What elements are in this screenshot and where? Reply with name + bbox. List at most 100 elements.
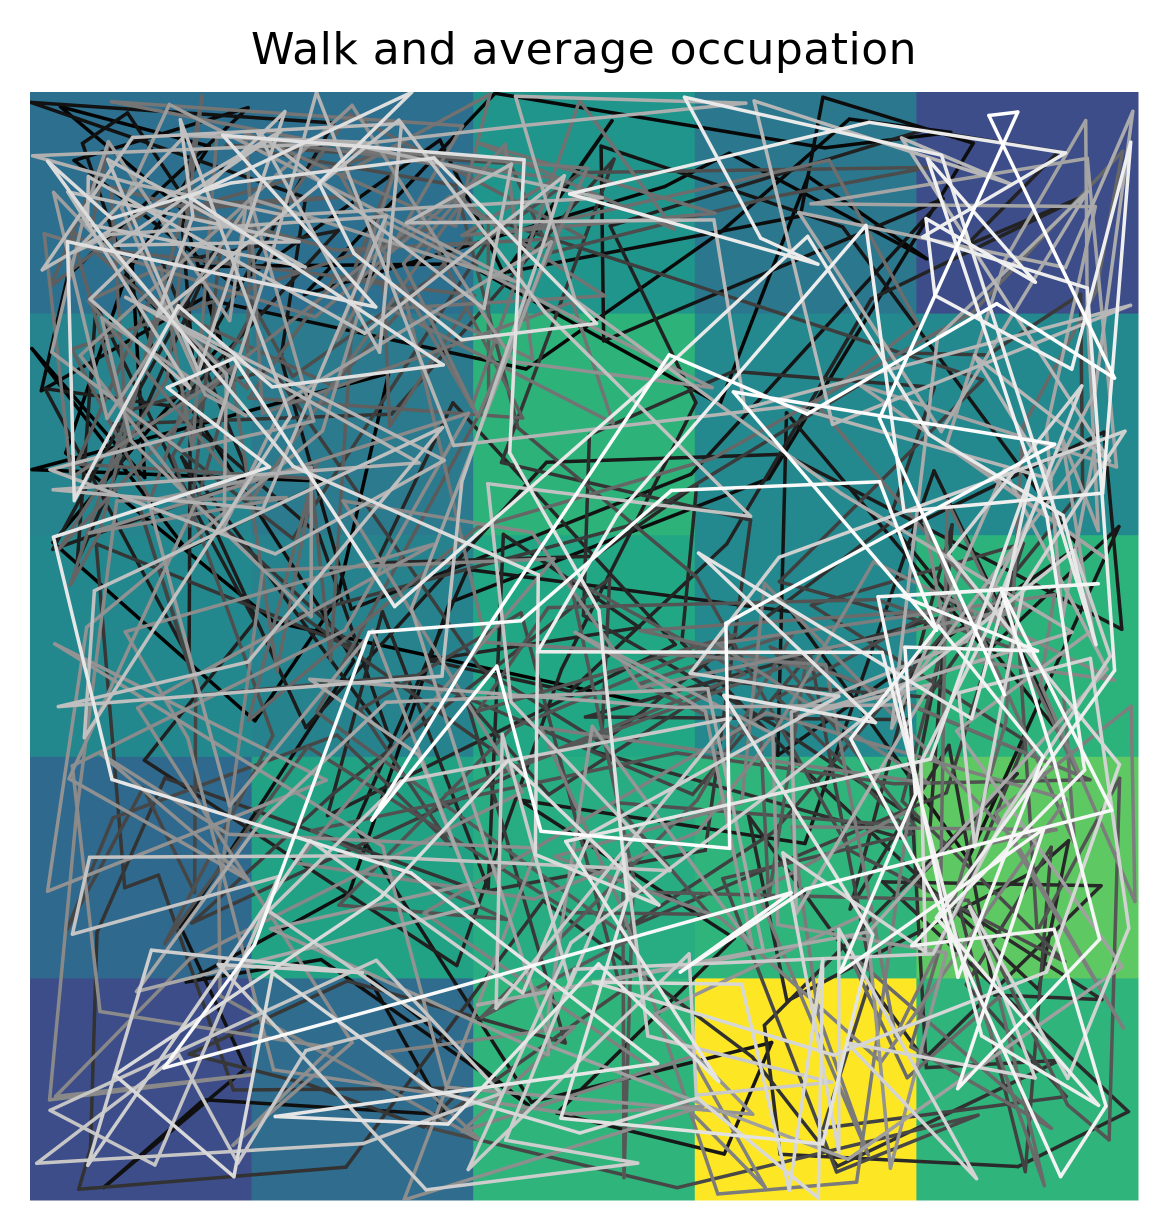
walk-segment	[507, 157, 526, 455]
walk-segment	[798, 95, 825, 218]
walk-segment	[53, 957, 192, 1099]
walk-segment	[743, 303, 1133, 411]
walk-segment	[889, 335, 940, 730]
walk-segment	[432, 156, 599, 326]
walk-segment	[352, 251, 464, 342]
walk-segment	[503, 1138, 640, 1165]
walk-segment	[305, 745, 574, 915]
walk-segment	[925, 157, 1038, 284]
walk-segment	[308, 677, 421, 757]
walk-segment	[348, 112, 586, 240]
walk-segment	[731, 390, 939, 632]
walk-segment	[45, 778, 329, 893]
walk-segment	[924, 216, 937, 298]
walk-segment	[380, 609, 490, 890]
walk-segment	[567, 576, 636, 878]
walk-segment	[589, 748, 906, 841]
walk-segment	[119, 102, 172, 210]
walk-segment	[485, 353, 671, 630]
walk-segment	[409, 871, 660, 1066]
walk-segment	[987, 110, 1020, 118]
walk-segment	[503, 967, 577, 1142]
walk-segment	[106, 157, 307, 269]
walk-segment	[48, 958, 379, 1113]
walk-segment	[51, 190, 109, 421]
walk-segment	[858, 383, 1119, 469]
walk-segment	[539, 829, 732, 851]
walk-segment	[688, 671, 841, 698]
walk-segment	[177, 1052, 240, 1165]
walk-segment	[51, 535, 114, 782]
walk-segment	[903, 645, 1040, 653]
walk-segment	[888, 951, 949, 1171]
walk-segment	[236, 1048, 308, 1165]
walk-segment	[380, 844, 449, 1089]
walk-segment	[472, 806, 553, 1049]
walk-segment	[232, 356, 397, 609]
walk-segment	[1060, 532, 1098, 647]
walk-segment	[845, 1041, 979, 1181]
walk-segment	[939, 153, 1065, 537]
walk-segment	[255, 130, 486, 311]
walk-segment	[378, 758, 510, 900]
walk-segment	[248, 196, 517, 284]
walk-segment	[964, 845, 1053, 987]
walk-segment	[533, 852, 661, 907]
walk-segment	[192, 686, 198, 895]
walk-segment	[1045, 515, 1087, 772]
walk-segment	[719, 117, 852, 234]
walk-segment	[919, 760, 928, 954]
walk-segment	[268, 927, 551, 1057]
walk-segment	[459, 321, 599, 342]
walk-segment	[201, 1097, 448, 1117]
walk-segment	[722, 693, 878, 725]
walk-segment	[270, 366, 481, 669]
walk-segment	[362, 173, 567, 336]
walk-segment	[138, 508, 198, 690]
walk-segment	[809, 202, 1098, 209]
walk-segment	[944, 257, 1008, 447]
walk-segment	[260, 700, 388, 821]
walk-segment	[374, 958, 503, 1096]
walk-segment	[353, 824, 534, 1104]
walk-segment	[387, 293, 477, 429]
walk-segment	[65, 239, 378, 309]
walk-segment	[475, 140, 717, 215]
walk-segment	[1085, 286, 1117, 673]
walk-segment	[1021, 429, 1127, 589]
walk-segment	[1100, 140, 1133, 495]
walk-segment	[848, 737, 938, 903]
walk-segment	[682, 95, 944, 157]
heatmap-cell-r3-c1	[251, 756, 474, 979]
walk-segment	[934, 899, 1063, 1179]
walk-segment	[1058, 1104, 1108, 1179]
walk-segment	[816, 957, 825, 1200]
walk-segment	[70, 764, 102, 1014]
walk-segment	[611, 800, 712, 917]
walk-segment	[578, 1096, 700, 1135]
walk-segment	[956, 755, 1045, 979]
walk-segment	[392, 384, 648, 609]
walk-segment	[94, 542, 358, 651]
walk-segment	[910, 768, 1087, 948]
walk-segment	[995, 301, 1117, 380]
walk-segment	[535, 513, 619, 654]
walk-segment	[426, 1125, 679, 1190]
walk-segment	[338, 92, 492, 178]
walk-segment	[370, 625, 490, 822]
walk-segment	[98, 1009, 334, 1050]
walk-segment	[667, 353, 809, 416]
walk-segment	[573, 630, 775, 736]
walk-segment	[57, 366, 233, 551]
walk-segment	[273, 1114, 450, 1126]
walk-segment	[68, 532, 101, 587]
walk-segment	[232, 970, 275, 1179]
walk-segment	[35, 1052, 181, 1166]
walk-segment	[1129, 704, 1137, 904]
walk-segment	[70, 628, 347, 768]
walk-segment	[724, 621, 732, 851]
walk-segment	[934, 668, 1117, 920]
walk-segment	[805, 301, 999, 416]
walk-segment	[573, 298, 844, 496]
walk-segment	[591, 980, 836, 1057]
